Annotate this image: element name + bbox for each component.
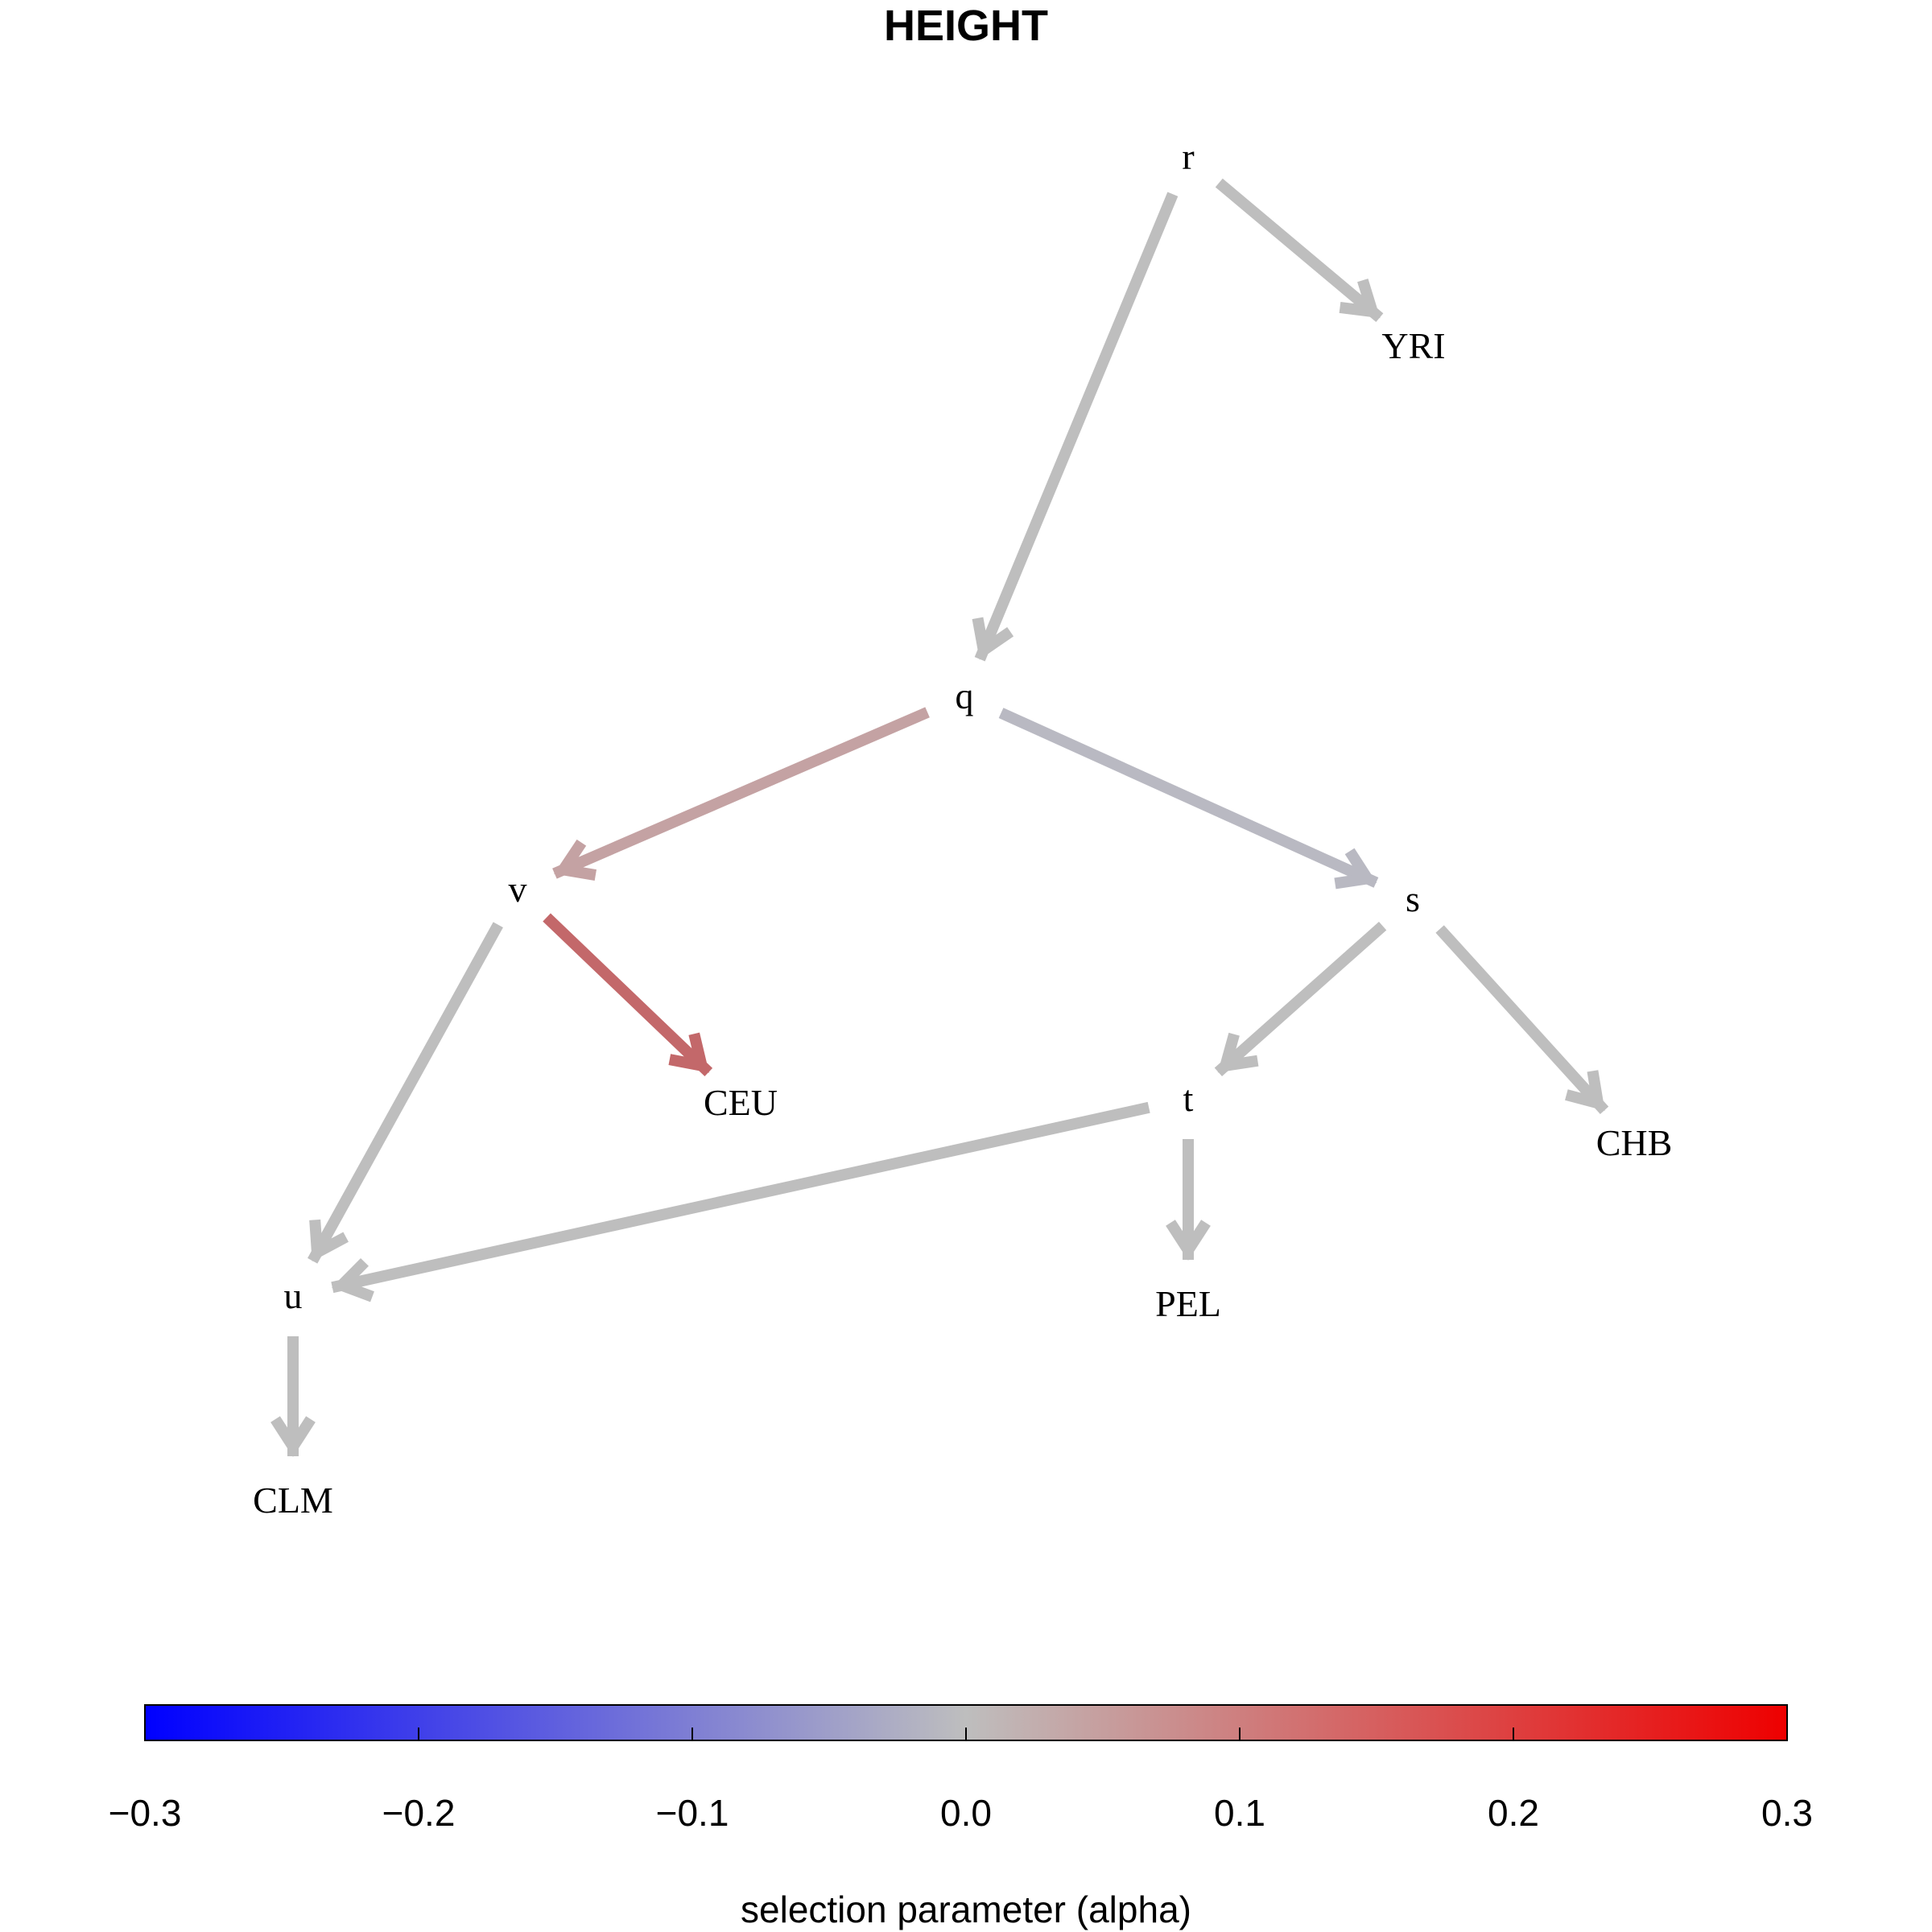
- node-label-v: v: [509, 869, 527, 910]
- edge-line: [308, 922, 503, 1264]
- colorbar-tick-label: 0.3: [1761, 1792, 1813, 1834]
- edge-line: [331, 1101, 1150, 1294]
- edge-t-PEL: [1166, 1139, 1211, 1261]
- node-label-t: t: [1183, 1078, 1194, 1119]
- arrowhead: [972, 617, 1014, 660]
- edge-q-v: [552, 707, 930, 881]
- edge-r-YRI: [1215, 178, 1384, 323]
- node-label-CEU: CEU: [704, 1082, 778, 1123]
- arrowhead: [1334, 848, 1377, 890]
- node-label-r: r: [1182, 136, 1194, 177]
- colorbar-tick-label: −0.3: [109, 1792, 182, 1834]
- colorbar-tick-label: 0.0: [940, 1792, 992, 1834]
- edge-line: [1214, 921, 1387, 1077]
- edge-v-CEU: [543, 913, 713, 1077]
- edges-layer: [270, 178, 1609, 1457]
- colorbar-tick-label: 0.2: [1488, 1792, 1539, 1834]
- edge-line: [974, 192, 1179, 662]
- node-label-u: u: [284, 1275, 303, 1316]
- edge-v-u: [308, 922, 503, 1264]
- node-label-PEL: PEL: [1155, 1283, 1221, 1324]
- edge-t-u: [331, 1101, 1150, 1302]
- node-label-q: q: [956, 675, 974, 716]
- edge-line: [998, 708, 1379, 888]
- arrowhead: [309, 1219, 349, 1262]
- colorbar-ticks: −0.3 −0.2 −0.1 0.0 0.1 0.2 0.3: [109, 1728, 1813, 1834]
- edge-line: [543, 913, 713, 1077]
- arrowhead: [1339, 279, 1381, 319]
- nodes-layer: r q YRI v s CEU t CHB u PEL CLM: [253, 136, 1672, 1521]
- plot-title: HEIGHT: [883, 2, 1048, 50]
- arrowhead: [331, 1257, 374, 1302]
- arrowhead: [668, 1032, 709, 1073]
- arrowhead: [1217, 1032, 1259, 1073]
- edge-q-s: [998, 708, 1379, 890]
- edge-line: [1215, 178, 1384, 323]
- edge-s-t: [1214, 921, 1387, 1077]
- edge-s-CHB: [1435, 925, 1609, 1114]
- edge-line: [552, 707, 930, 879]
- edge-r-q: [972, 192, 1179, 662]
- colorbar-axis-title: selection parameter (alpha): [741, 1889, 1191, 1930]
- arrowhead: [270, 1416, 316, 1457]
- edge-u-CLM: [270, 1336, 316, 1457]
- edge-line: [1435, 925, 1609, 1114]
- colorbar: −0.3 −0.2 −0.1 0.0 0.1 0.2 0.3 selection param…: [109, 1704, 1813, 1930]
- colorbar-tick-label: −0.2: [382, 1792, 456, 1834]
- arrowhead: [1565, 1070, 1605, 1111]
- node-label-CHB: CHB: [1596, 1122, 1673, 1163]
- colorbar-tick-label: 0.1: [1214, 1792, 1265, 1834]
- arrowhead: [554, 839, 597, 881]
- node-label-YRI: YRI: [1381, 325, 1445, 366]
- node-label-s: s: [1406, 878, 1420, 919]
- node-label-CLM: CLM: [253, 1480, 333, 1521]
- colorbar-tick-label: −0.1: [656, 1792, 729, 1834]
- arrowhead: [1166, 1220, 1211, 1261]
